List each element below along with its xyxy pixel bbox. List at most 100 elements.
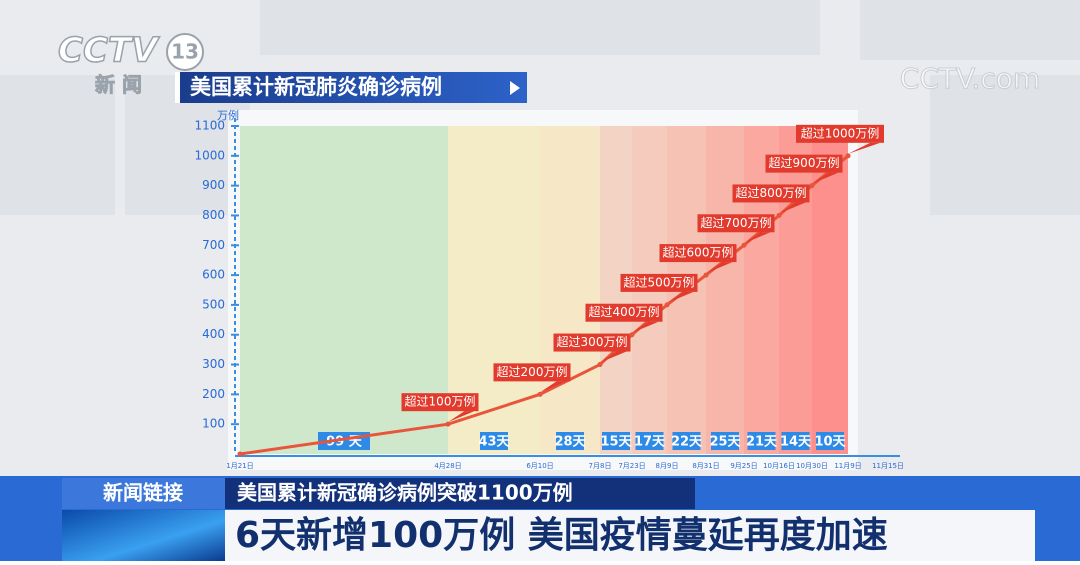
interval-box	[556, 432, 584, 450]
value-label: 超过700万例	[701, 215, 772, 230]
period-band	[540, 126, 600, 454]
x-tick-label: 4月28日	[434, 462, 461, 470]
point	[597, 362, 603, 368]
interval-label: 17天	[634, 435, 666, 450]
value-label: 超过500万例	[624, 274, 695, 289]
label-box	[697, 214, 775, 233]
label-box	[553, 333, 631, 352]
y-tick-label: 1000	[194, 148, 225, 162]
label-box	[796, 124, 884, 143]
label-box	[732, 184, 810, 203]
logo-channel: CCTV	[58, 31, 160, 71]
interval-label: 22天	[671, 435, 703, 450]
interval-label: 25天	[709, 435, 741, 450]
background-cards	[0, 0, 1080, 215]
x-tick-label: 10月16日	[763, 462, 795, 470]
interval-label: 10天	[814, 435, 846, 450]
watermark: CCTV.com	[900, 62, 1040, 95]
period-band	[706, 126, 744, 454]
label-pointer	[848, 142, 880, 154]
x-tick-label: 7月23日	[618, 462, 645, 470]
subtitle: 美国累计新冠确诊病例突破1100万例	[237, 481, 573, 505]
x-tick-label: 9月25日	[730, 462, 757, 470]
x-tick-label: 7月8日	[589, 462, 612, 470]
label-pointer	[632, 321, 659, 333]
point	[629, 332, 635, 338]
value-label: 超过800万例	[736, 185, 807, 200]
label-pointer	[744, 232, 771, 244]
label-pointer	[667, 291, 694, 303]
y-tick-label: 100	[202, 417, 225, 431]
interval-label: 28天	[554, 435, 586, 450]
interval-box	[781, 432, 810, 450]
period-band	[744, 126, 779, 454]
y-tick-label: 400	[202, 327, 225, 341]
subtitle-box	[225, 478, 695, 509]
label-box	[401, 393, 479, 412]
logo-number: 13	[171, 40, 199, 64]
label-box	[620, 273, 698, 292]
x-tick-label: 6月10日	[526, 462, 553, 470]
x-tick-label: 10月30日	[796, 462, 828, 470]
y-tick-label: 500	[202, 297, 225, 311]
value-label: 超过200万例	[497, 364, 568, 379]
x-tick-label: 11月15日	[872, 462, 904, 470]
label-box	[585, 303, 663, 322]
point	[741, 242, 747, 248]
tag-box	[62, 478, 225, 509]
y-tick-label: 200	[202, 387, 225, 401]
interval-box	[480, 432, 508, 450]
chart-title: 美国累计新冠肺炎确诊病例	[190, 75, 442, 99]
interval-box	[747, 432, 776, 450]
point	[445, 421, 451, 427]
value-label: 超过400万例	[589, 304, 660, 319]
label-box	[493, 363, 571, 382]
y-tick-label: 1100	[194, 119, 225, 133]
point	[703, 272, 709, 278]
interval-box	[602, 432, 630, 450]
interval-box	[635, 432, 664, 450]
logo-circle	[166, 33, 204, 71]
interval-label: 43天	[478, 435, 510, 450]
interval-box	[672, 432, 701, 450]
y-tick-label: 700	[202, 238, 225, 252]
label-box	[765, 154, 843, 173]
x-tick-label: 1月21日	[226, 462, 253, 470]
interval-label: 21天	[746, 435, 778, 450]
point	[537, 391, 543, 397]
label-box	[659, 244, 737, 263]
point	[845, 153, 851, 159]
y-tick-label: 900	[202, 178, 225, 192]
title-accent	[175, 72, 180, 103]
interval-label: 15天	[600, 435, 632, 450]
x-tick-label: 8月9日	[656, 462, 679, 470]
y-unit: 万例	[217, 108, 239, 122]
value-label: 超过900万例	[769, 155, 840, 170]
label-pointer	[600, 351, 627, 363]
tag: 新闻链接	[103, 481, 183, 505]
label-pointer	[540, 381, 567, 393]
point	[776, 212, 782, 218]
label-pointer	[448, 411, 475, 423]
label-pointer	[706, 262, 733, 274]
x-tick-label: 8月31日	[692, 462, 719, 470]
point	[664, 302, 670, 308]
x-tick-label: 11月9日	[834, 462, 861, 470]
chart: 万例1002003004005006007008009001000110099 …	[194, 108, 903, 470]
value-label: 超过300万例	[557, 334, 628, 349]
period-band	[779, 126, 812, 454]
interval-box	[711, 432, 739, 450]
value-label: 超过600万例	[663, 245, 734, 260]
logo-name: 新 闻	[95, 73, 142, 97]
headline-box	[225, 510, 1035, 561]
y-tick-label: 300	[202, 357, 225, 371]
label-pointer	[779, 202, 806, 214]
value-label: 超过100万例	[405, 394, 476, 409]
interval-label: 14天	[780, 435, 812, 450]
value-label: 超过1000万例	[801, 125, 880, 140]
title-arrow	[510, 81, 520, 95]
y-tick-label: 600	[202, 268, 225, 282]
headline: 6天新增100万例 美国疫情蔓延再度加速	[235, 515, 888, 556]
